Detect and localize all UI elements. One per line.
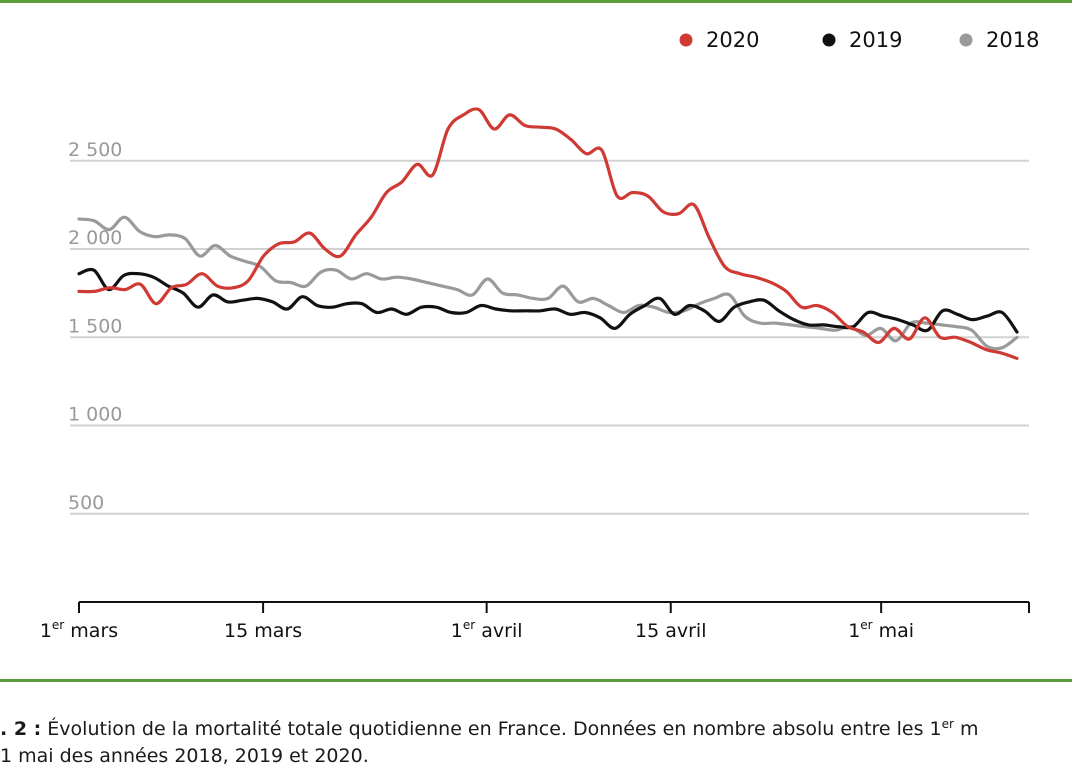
- series-line-2018: [77, 215, 1019, 351]
- legend-label-2020: 2020: [706, 28, 759, 52]
- figure-label: . 2 :: [0, 718, 42, 740]
- legend-marker-2018: [959, 33, 973, 47]
- series-lines: [77, 107, 1019, 360]
- top-rule: [0, 0, 1072, 3]
- bottom-rule: [0, 679, 1072, 682]
- y-tick-label: 1 500: [68, 315, 122, 337]
- legend-marker-2019: [822, 33, 836, 47]
- legend-label-2018: 2018: [986, 28, 1039, 52]
- caption-superscript: er: [941, 717, 954, 731]
- legend-marker-2020: [679, 33, 693, 47]
- y-tick-label: 2 500: [68, 139, 122, 161]
- caption-text: Évolution de la mortalité totale quotidi…: [41, 718, 942, 740]
- y-tick-label: 1 000: [68, 404, 122, 426]
- x-axis: 1er mars 15 mars 1er avril 15 avril 1er mai: [40, 601, 1030, 642]
- figure-caption: . 2 : Évolution de la mortalité totale q…: [0, 716, 1072, 770]
- legend: 2020 2019 2018: [679, 28, 1039, 52]
- legend-label-2019: 2019: [849, 28, 902, 52]
- series-line-2019: [77, 267, 1019, 334]
- y-tick-label: 2 000: [68, 227, 122, 249]
- x-tick-label: 15 mars: [224, 620, 302, 642]
- x-tick-label: 1er avril: [451, 618, 523, 642]
- caption-text-end: m: [953, 718, 979, 740]
- y-tick-label: 500: [68, 492, 104, 514]
- grid-lines: [70, 159, 1029, 515]
- x-tick-label: 15 avril: [635, 620, 706, 642]
- caption-line-2: 1 mai des années 2018, 2019 et 2020.: [0, 745, 369, 767]
- x-tick-label: 1er mars: [40, 618, 118, 642]
- series-line-2020: [77, 107, 1019, 360]
- x-tick-label: 1er mai: [848, 618, 914, 642]
